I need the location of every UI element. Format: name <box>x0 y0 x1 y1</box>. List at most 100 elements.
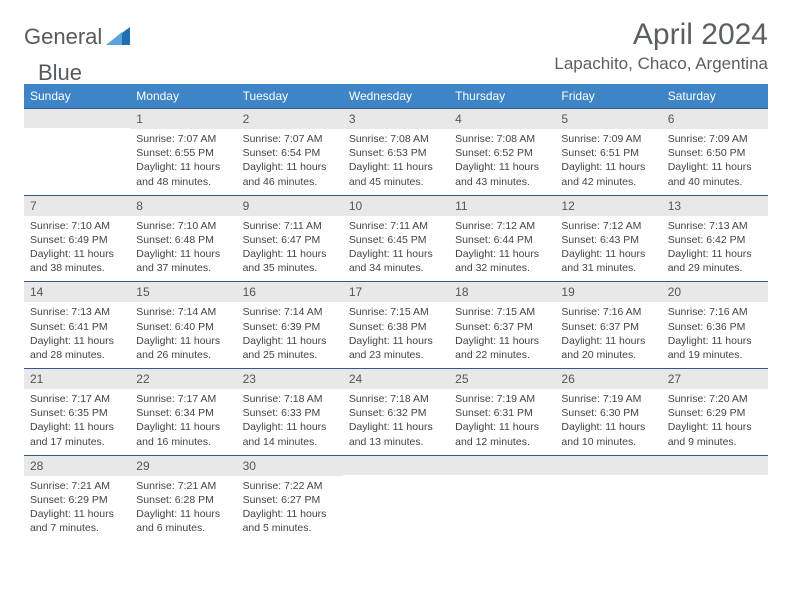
day-number: 5 <box>555 108 661 129</box>
sunrise-line: Sunrise: 7:09 AM <box>668 132 762 146</box>
daylight-line: Daylight: 11 hours and 35 minutes. <box>243 247 337 275</box>
daylight-line: Daylight: 11 hours and 22 minutes. <box>455 334 549 362</box>
sunset-line: Sunset: 6:48 PM <box>136 233 230 247</box>
sunrise-line: Sunrise: 7:07 AM <box>136 132 230 146</box>
day-number: 4 <box>449 108 555 129</box>
sunset-line: Sunset: 6:31 PM <box>455 406 549 420</box>
daylight-line: Daylight: 11 hours and 28 minutes. <box>30 334 124 362</box>
day-number: 8 <box>130 195 236 216</box>
daylight-line: Daylight: 11 hours and 7 minutes. <box>30 507 124 535</box>
day-number <box>24 108 130 128</box>
title-block: April 2024 Lapachito, Chaco, Argentina <box>554 18 768 74</box>
day-number: 2 <box>237 108 343 129</box>
day-cell <box>24 108 130 195</box>
day-details: Sunrise: 7:09 AMSunset: 6:51 PMDaylight:… <box>555 129 661 195</box>
dow-wednesday: Wednesday <box>343 84 449 108</box>
sunrise-line: Sunrise: 7:16 AM <box>668 305 762 319</box>
day-cell: 9Sunrise: 7:11 AMSunset: 6:47 PMDaylight… <box>237 195 343 282</box>
sunset-line: Sunset: 6:38 PM <box>349 320 443 334</box>
sunset-line: Sunset: 6:39 PM <box>243 320 337 334</box>
day-number: 20 <box>662 281 768 302</box>
day-cell: 5Sunrise: 7:09 AMSunset: 6:51 PMDaylight… <box>555 108 661 195</box>
sunset-line: Sunset: 6:35 PM <box>30 406 124 420</box>
day-cell: 20Sunrise: 7:16 AMSunset: 6:36 PMDayligh… <box>662 281 768 368</box>
day-cell: 13Sunrise: 7:13 AMSunset: 6:42 PMDayligh… <box>662 195 768 282</box>
day-cell: 26Sunrise: 7:19 AMSunset: 6:30 PMDayligh… <box>555 368 661 455</box>
day-number: 24 <box>343 368 449 389</box>
day-number: 3 <box>343 108 449 129</box>
location: Lapachito, Chaco, Argentina <box>554 54 768 74</box>
daylight-line: Daylight: 11 hours and 40 minutes. <box>668 160 762 188</box>
sunrise-line: Sunrise: 7:20 AM <box>668 392 762 406</box>
weeks-container: 1Sunrise: 7:07 AMSunset: 6:55 PMDaylight… <box>24 108 768 541</box>
day-cell: 24Sunrise: 7:18 AMSunset: 6:32 PMDayligh… <box>343 368 449 455</box>
sunrise-line: Sunrise: 7:08 AM <box>455 132 549 146</box>
day-number: 11 <box>449 195 555 216</box>
day-details: Sunrise: 7:17 AMSunset: 6:35 PMDaylight:… <box>24 389 130 455</box>
brand-part1: General <box>24 24 102 50</box>
daylight-line: Daylight: 11 hours and 38 minutes. <box>30 247 124 275</box>
daylight-line: Daylight: 11 hours and 6 minutes. <box>136 507 230 535</box>
sunset-line: Sunset: 6:55 PM <box>136 146 230 160</box>
sunrise-line: Sunrise: 7:15 AM <box>349 305 443 319</box>
day-cell: 6Sunrise: 7:09 AMSunset: 6:50 PMDaylight… <box>662 108 768 195</box>
daylight-line: Daylight: 11 hours and 32 minutes. <box>455 247 549 275</box>
sunrise-line: Sunrise: 7:12 AM <box>455 219 549 233</box>
daylight-line: Daylight: 11 hours and 31 minutes. <box>561 247 655 275</box>
daylight-line: Daylight: 11 hours and 42 minutes. <box>561 160 655 188</box>
daylight-line: Daylight: 11 hours and 45 minutes. <box>349 160 443 188</box>
dow-sunday: Sunday <box>24 84 130 108</box>
sunset-line: Sunset: 6:40 PM <box>136 320 230 334</box>
week-row: 28Sunrise: 7:21 AMSunset: 6:29 PMDayligh… <box>24 455 768 542</box>
daylight-line: Daylight: 11 hours and 29 minutes. <box>668 247 762 275</box>
day-details: Sunrise: 7:13 AMSunset: 6:42 PMDaylight:… <box>662 216 768 282</box>
day-cell: 21Sunrise: 7:17 AMSunset: 6:35 PMDayligh… <box>24 368 130 455</box>
daylight-line: Daylight: 11 hours and 14 minutes. <box>243 420 337 448</box>
day-number: 21 <box>24 368 130 389</box>
sunset-line: Sunset: 6:47 PM <box>243 233 337 247</box>
dow-thursday: Thursday <box>449 84 555 108</box>
sunset-line: Sunset: 6:52 PM <box>455 146 549 160</box>
day-details: Sunrise: 7:10 AMSunset: 6:48 PMDaylight:… <box>130 216 236 282</box>
sunrise-line: Sunrise: 7:07 AM <box>243 132 337 146</box>
daylight-line: Daylight: 11 hours and 37 minutes. <box>136 247 230 275</box>
day-cell <box>343 455 449 542</box>
sunrise-line: Sunrise: 7:14 AM <box>243 305 337 319</box>
day-number <box>662 455 768 475</box>
sunset-line: Sunset: 6:43 PM <box>561 233 655 247</box>
sunrise-line: Sunrise: 7:10 AM <box>136 219 230 233</box>
daylight-line: Daylight: 11 hours and 9 minutes. <box>668 420 762 448</box>
day-details: Sunrise: 7:13 AMSunset: 6:41 PMDaylight:… <box>24 302 130 368</box>
daylight-line: Daylight: 11 hours and 17 minutes. <box>30 420 124 448</box>
day-cell: 15Sunrise: 7:14 AMSunset: 6:40 PMDayligh… <box>130 281 236 368</box>
day-cell: 18Sunrise: 7:15 AMSunset: 6:37 PMDayligh… <box>449 281 555 368</box>
day-number: 10 <box>343 195 449 216</box>
day-number: 22 <box>130 368 236 389</box>
day-cell: 17Sunrise: 7:15 AMSunset: 6:38 PMDayligh… <box>343 281 449 368</box>
day-details: Sunrise: 7:12 AMSunset: 6:43 PMDaylight:… <box>555 216 661 282</box>
day-details: Sunrise: 7:14 AMSunset: 6:40 PMDaylight:… <box>130 302 236 368</box>
sunrise-line: Sunrise: 7:10 AM <box>30 219 124 233</box>
sunrise-line: Sunrise: 7:08 AM <box>349 132 443 146</box>
day-cell: 29Sunrise: 7:21 AMSunset: 6:28 PMDayligh… <box>130 455 236 542</box>
sunset-line: Sunset: 6:37 PM <box>455 320 549 334</box>
sunrise-line: Sunrise: 7:19 AM <box>455 392 549 406</box>
day-number: 19 <box>555 281 661 302</box>
day-details: Sunrise: 7:19 AMSunset: 6:31 PMDaylight:… <box>449 389 555 455</box>
day-cell: 23Sunrise: 7:18 AMSunset: 6:33 PMDayligh… <box>237 368 343 455</box>
dow-tuesday: Tuesday <box>237 84 343 108</box>
day-cell: 19Sunrise: 7:16 AMSunset: 6:37 PMDayligh… <box>555 281 661 368</box>
sunrise-line: Sunrise: 7:19 AM <box>561 392 655 406</box>
day-details: Sunrise: 7:07 AMSunset: 6:54 PMDaylight:… <box>237 129 343 195</box>
dow-friday: Friday <box>555 84 661 108</box>
sunrise-line: Sunrise: 7:17 AM <box>30 392 124 406</box>
day-details: Sunrise: 7:16 AMSunset: 6:37 PMDaylight:… <box>555 302 661 368</box>
daylight-line: Daylight: 11 hours and 12 minutes. <box>455 420 549 448</box>
day-cell <box>449 455 555 542</box>
sunset-line: Sunset: 6:29 PM <box>30 493 124 507</box>
day-number: 18 <box>449 281 555 302</box>
sunset-line: Sunset: 6:37 PM <box>561 320 655 334</box>
day-details: Sunrise: 7:11 AMSunset: 6:45 PMDaylight:… <box>343 216 449 282</box>
calendar: Sunday Monday Tuesday Wednesday Thursday… <box>24 84 768 541</box>
day-cell: 14Sunrise: 7:13 AMSunset: 6:41 PMDayligh… <box>24 281 130 368</box>
